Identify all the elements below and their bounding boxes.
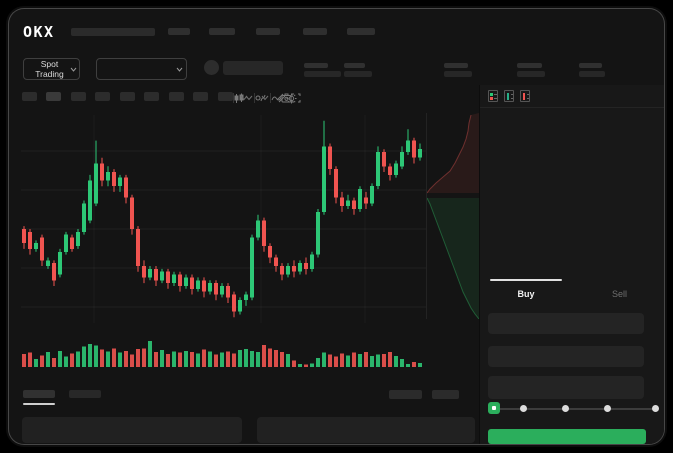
price-input[interactable]	[488, 313, 644, 334]
slider-stop-dot[interactable]	[652, 405, 659, 412]
nav-item-placeholder[interactable]	[256, 28, 280, 35]
orderbook-view-toggles	[480, 85, 664, 108]
stat-label-placeholder	[304, 63, 328, 68]
orders-panel-placeholder	[257, 417, 475, 443]
search-placeholder[interactable]	[71, 28, 155, 36]
stat-label-placeholder	[517, 63, 542, 68]
nav-item-placeholder[interactable]	[168, 28, 190, 35]
bottom-tab-placeholder[interactable]	[69, 390, 101, 398]
volume-chart	[22, 341, 422, 367]
book-bids-icon[interactable]	[504, 90, 514, 102]
divider	[254, 93, 255, 103]
timeframe-button[interactable]	[193, 92, 208, 101]
sell-tab-label: Sell	[611, 289, 627, 299]
stat-value-placeholder	[444, 71, 472, 77]
slider-stop-dot[interactable]	[604, 405, 611, 412]
buy-submit-button[interactable]	[488, 429, 646, 444]
stat-value-placeholder	[344, 71, 372, 77]
timeframe-button[interactable]	[120, 92, 135, 101]
stat-value-placeholder	[304, 71, 341, 77]
stat-label-placeholder	[444, 63, 468, 68]
nav-item-placeholder[interactable]	[209, 28, 235, 35]
timeframe-button[interactable]	[95, 92, 110, 101]
book-asks-icon[interactable]	[520, 90, 530, 102]
timeframe-button[interactable]	[218, 92, 233, 101]
tab-buy[interactable]: Buy	[480, 281, 572, 307]
timeframe-button[interactable]	[22, 92, 37, 101]
stat-label-placeholder	[579, 63, 602, 68]
market-type-dropdown[interactable]: Spot Trading	[23, 58, 80, 80]
trade-sidebar: Buy Sell	[479, 85, 664, 444]
divider	[270, 93, 271, 103]
depth-chart	[427, 113, 479, 319]
amount-slider-track[interactable]	[491, 408, 658, 410]
slider-handle[interactable]	[488, 402, 500, 414]
orders-panel-placeholder	[22, 417, 242, 443]
timeframe-button[interactable]	[46, 92, 61, 101]
total-input[interactable]	[488, 376, 644, 399]
buy-tab-indicator	[490, 279, 562, 281]
bottom-action-placeholder[interactable]	[432, 390, 459, 399]
book-both-icon[interactable]	[488, 90, 498, 102]
bottom-tab-placeholder[interactable]	[23, 390, 55, 398]
candlestick-chart	[21, 115, 427, 323]
tab-sell[interactable]: Sell	[572, 281, 664, 307]
pair-name-placeholder	[223, 61, 283, 75]
nav-item-placeholder[interactable]	[347, 28, 375, 35]
stat-value-placeholder	[517, 71, 545, 77]
chart-toolbar-icons	[233, 91, 301, 105]
stat-value-placeholder	[579, 71, 605, 77]
timeframe-button[interactable]	[71, 92, 86, 101]
market-type-label: Spot Trading	[35, 59, 64, 79]
coin-icon	[204, 60, 219, 75]
timeframe-button[interactable]	[169, 92, 184, 101]
timeframe-button[interactable]	[144, 92, 159, 101]
app-window: OKX Spot Trading	[8, 8, 665, 445]
okx-logo[interactable]: OKX	[23, 23, 55, 41]
divider	[426, 113, 427, 319]
amount-input[interactable]	[488, 346, 644, 367]
nav-item-placeholder[interactable]	[303, 28, 327, 35]
bottom-action-placeholder[interactable]	[389, 390, 422, 399]
stat-label-placeholder	[344, 63, 365, 68]
pair-select[interactable]	[96, 58, 187, 80]
buy-tab-label: Buy	[517, 289, 535, 299]
divider	[233, 93, 234, 103]
slider-stop-dot[interactable]	[562, 405, 569, 412]
slider-stop-dot[interactable]	[520, 405, 527, 412]
active-tab-underline	[23, 403, 55, 405]
